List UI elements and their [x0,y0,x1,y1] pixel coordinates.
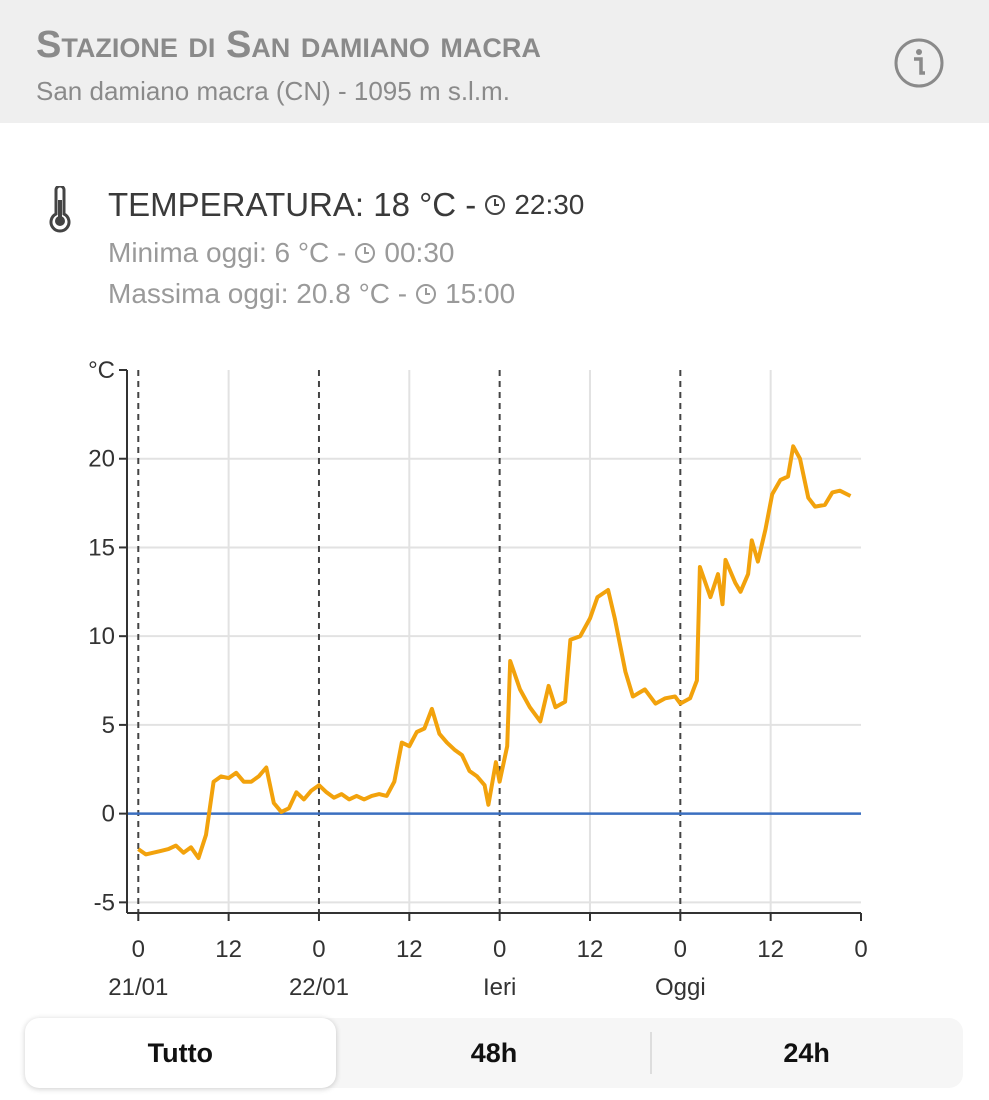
minimum-row: Minima oggi: 6 °C - 00:30 [108,237,454,269]
station-title: Stazione di San damiano macra [36,24,541,66]
day-label: 22/01 [289,974,349,1001]
x-tick-label: 0 [132,936,145,963]
thermometer-icon [49,186,71,233]
day-label: Ieri [483,974,516,1001]
range-tab[interactable]: 24h [783,1037,830,1068]
current-label: TEMPERATURA: 18 °C - [108,186,477,223]
info-button[interactable] [892,36,946,90]
clock-icon [355,243,376,263]
y-tick-label: -5 [94,889,115,916]
x-tick-label: 12 [577,936,604,963]
x-tick-label: 0 [854,936,867,963]
clock-icon [416,284,437,304]
range-tab[interactable]: 48h [470,1037,518,1068]
tab-separator [650,1032,653,1074]
station-subtitle: San damiano macra (CN) - 1095 m s.l.m. [36,76,510,106]
y-tick-label: 10 [88,623,115,650]
day-label: Oggi [655,974,706,1001]
range-selector: Tutto 48h 24h [25,1018,963,1088]
maximum-label: Massima oggi: 20.8 °C - [108,278,408,309]
maximum-row: Massima oggi: 20.8 °C - 15:00 [108,278,515,310]
clock-icon [485,195,506,215]
maximum-time: 15:00 [445,278,516,309]
y-tick-label: 20 [88,446,115,473]
x-tick-label: 0 [493,936,506,963]
y-tick-label: °C [88,357,115,384]
x-tick-label: 12 [215,936,242,963]
range-tab[interactable]: Tutto [25,1018,336,1088]
y-tick-label: 5 [102,712,115,739]
header [0,0,989,123]
current-time: 22:30 [514,189,585,220]
x-tick-label: 12 [396,936,423,963]
day-label: 21/01 [108,974,168,1001]
temperature-line [137,444,852,860]
x-tick-label: 0 [674,936,687,963]
minimum-label: Minima oggi: 6 °C - [108,237,347,268]
minimum-time: 00:30 [384,237,455,268]
chart: -5 0 5 10 15 20 °C 0 12 0 12 0 12 0 12 0 21/01 22/01 Ieri O… [88,357,868,1001]
current-row: TEMPERATURA: 18 °C - 22:30 [108,186,584,224]
x-tick-label: 0 [312,936,325,963]
y-tick-label: 0 [102,801,115,828]
y-tick-label: 15 [88,534,115,561]
x-tick-label: 12 [757,936,784,963]
